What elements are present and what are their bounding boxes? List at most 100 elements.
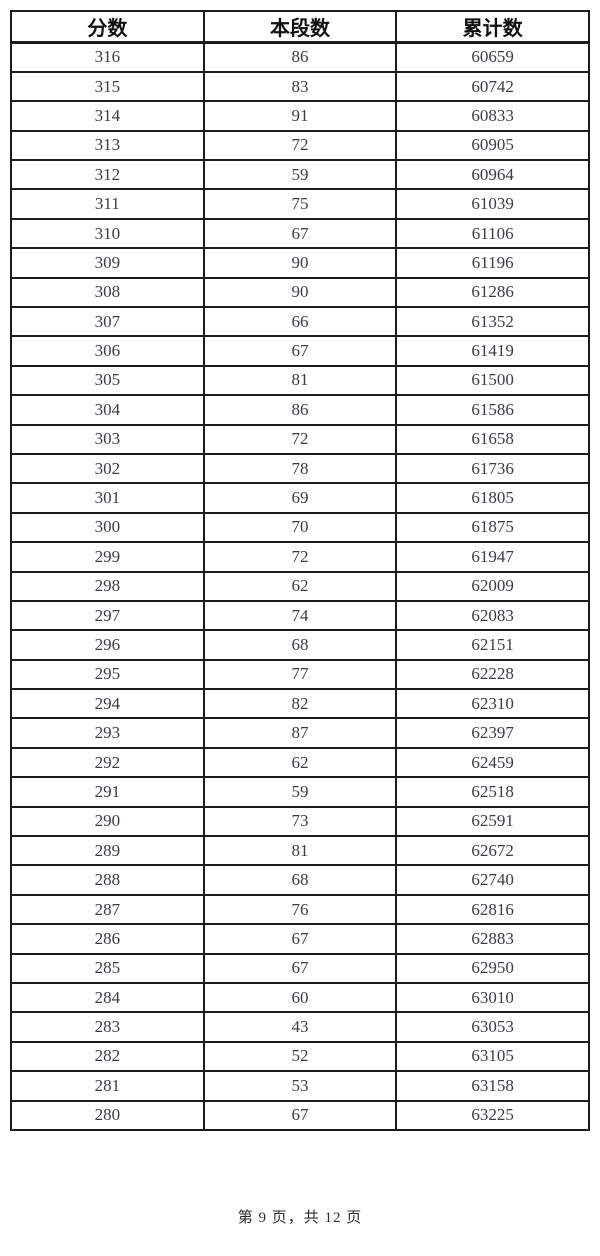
cell-score: 283 [10,1011,205,1043]
cell-cumulative-count: 60964 [395,159,590,191]
cell-segment-count: 81 [202,364,398,397]
cell-segment-count: 77 [202,658,398,691]
cell-segment-count: 62 [202,746,398,779]
cell-segment-count: 73 [202,805,398,838]
cell-segment-count: 76 [202,893,398,926]
table-row: 280 67 63225 [10,1099,590,1131]
cell-score: 308 [10,276,205,309]
cell-segment-count: 90 [202,247,398,279]
cell-segment-count: 81 [202,835,398,867]
table-row: 301 69 61805 [10,482,590,514]
table-row: 302 78 61736 [10,452,590,485]
table-header: 分数 本段数 累计数 [10,10,590,44]
cell-score: 281 [10,1070,205,1102]
cell-score: 303 [10,423,205,455]
cell-segment-count: 43 [202,1011,398,1043]
cell-segment-count: 83 [202,70,398,103]
table-row: 304 86 61586 [10,394,590,426]
cell-score: 302 [10,452,205,485]
table-row: 316 86 60659 [10,41,590,73]
cell-segment-count: 67 [202,952,398,985]
cell-segment-count: 87 [202,717,398,749]
table-row: 295 77 62228 [10,658,590,691]
cell-segment-count: 68 [202,629,398,661]
table-row: 286 67 62883 [10,923,590,955]
cell-score: 305 [10,364,205,397]
cell-segment-count: 66 [202,306,398,338]
cell-segment-count: 67 [202,335,398,367]
cell-cumulative-count: 63053 [395,1011,590,1043]
table-row: 291 59 62518 [10,776,590,808]
cell-score: 284 [10,981,205,1014]
table-row: 299 72 61947 [10,541,590,573]
page-number-footer: 第 9 页，共 12 页 [237,1210,363,1226]
cell-score: 297 [10,599,205,632]
cell-cumulative-count: 61419 [395,335,590,367]
cell-cumulative-count: 62459 [395,746,590,779]
cell-score: 290 [10,805,205,838]
table-header-row: 分数 本段数 累计数 [10,10,590,44]
cell-score: 301 [10,482,205,514]
cell-cumulative-count: 61039 [395,188,590,220]
table-row: 310 67 61106 [10,217,590,250]
table-row: 298 62 62009 [10,570,590,602]
table-row: 292 62 62459 [10,746,590,779]
cell-cumulative-count: 62816 [395,893,590,926]
cell-segment-count: 72 [202,423,398,455]
cell-cumulative-count: 61947 [395,541,590,573]
table-row: 294 82 62310 [10,688,590,720]
cell-score: 296 [10,629,205,661]
cell-score: 313 [10,129,205,162]
table-row: 306 67 61419 [10,335,590,367]
cell-score: 315 [10,70,205,103]
cell-score: 310 [10,217,205,250]
table-row: 312 59 60964 [10,159,590,191]
cell-score: 311 [10,188,205,220]
table-row: 289 81 62672 [10,835,590,867]
cell-score: 300 [10,511,205,544]
table-row: 290 73 62591 [10,805,590,838]
cell-segment-count: 72 [202,129,398,162]
cell-cumulative-count: 62518 [395,776,590,808]
cell-cumulative-count: 62883 [395,923,590,955]
cell-score: 285 [10,952,205,985]
table-row: 314 91 60833 [10,100,590,132]
cell-segment-count: 90 [202,276,398,309]
cell-score: 307 [10,306,205,338]
cell-score: 280 [10,1099,205,1131]
cell-cumulative-count: 61805 [395,482,590,514]
cell-cumulative-count: 61875 [395,511,590,544]
cell-segment-count: 91 [202,100,398,132]
cell-score: 282 [10,1040,205,1073]
cell-segment-count: 74 [202,599,398,632]
table-row: 309 90 61196 [10,247,590,279]
table-row: 287 76 62816 [10,893,590,926]
cell-score: 287 [10,893,205,926]
cell-segment-count: 67 [202,923,398,955]
cell-segment-count: 82 [202,688,398,720]
table-row: 313 72 60905 [10,129,590,162]
cell-cumulative-count: 62740 [395,864,590,896]
cell-cumulative-count: 62310 [395,688,590,720]
cell-score: 316 [10,41,205,73]
cell-cumulative-count: 61736 [395,452,590,485]
cell-segment-count: 75 [202,188,398,220]
table-row: 308 90 61286 [10,276,590,309]
table-row: 293 87 62397 [10,717,590,749]
cell-cumulative-count: 63158 [395,1070,590,1102]
score-distribution-table: 分数 本段数 累计数 316 86 60659 315 83 60742 314 91 6083… [10,10,590,1131]
cell-segment-count: 53 [202,1070,398,1102]
table-row: 296 68 62151 [10,629,590,661]
cell-score: 304 [10,394,205,426]
cell-cumulative-count: 60742 [395,70,590,103]
cell-segment-count: 72 [202,541,398,573]
cell-segment-count: 69 [202,482,398,514]
table-row: 315 83 60742 [10,70,590,103]
cell-cumulative-count: 62591 [395,805,590,838]
cell-cumulative-count: 61196 [395,247,590,279]
cell-segment-count: 67 [202,1099,398,1131]
cell-cumulative-count: 60659 [395,41,590,73]
table-row: 284 60 63010 [10,981,590,1014]
header-score: 分数 [10,10,205,44]
cell-cumulative-count: 62397 [395,717,590,749]
